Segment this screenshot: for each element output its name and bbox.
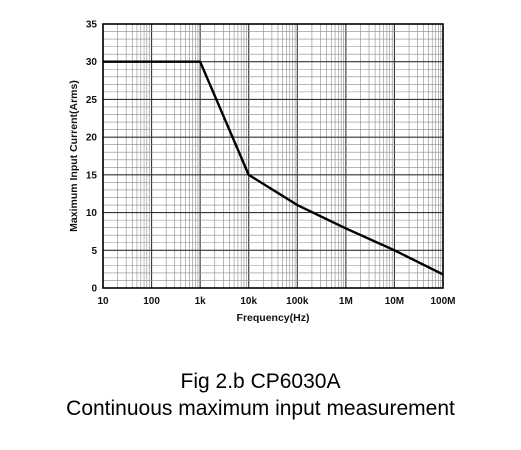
y-tick-label: 20: [86, 133, 98, 144]
y-axis-label: Maximum Input Current(Arms): [68, 80, 80, 232]
y-tick-label: 15: [86, 170, 98, 181]
x-tick-label: 10k: [240, 296, 257, 307]
plot-frame: [102, 23, 444, 289]
y-tick-label: 25: [86, 95, 98, 106]
y-tick-label: 10: [86, 208, 98, 219]
y-tick-label: 35: [86, 20, 98, 31]
x-axis-label: Frequency(Hz): [237, 312, 310, 324]
y-tick-labels: 0 5 10 15 20 25 30 35: [86, 20, 98, 295]
y-tick-label: 30: [86, 57, 98, 68]
chart: 10 100 1k 10k 100k 1M 10M 100M 0 5 10 15 20 25 30 35 F…: [68, 20, 456, 325]
x-tick-labels: 10 100 1k 10k 100k 1M 10M 100M: [97, 296, 455, 307]
x-tick-label: 100M: [430, 296, 455, 307]
y-tick-label: 5: [91, 246, 97, 257]
x-tick-label: 100k: [286, 296, 309, 307]
figure-caption-subtitle: Continuous maximum input measurement: [66, 397, 455, 420]
grid: [102, 23, 444, 289]
y-tick-label: 0: [91, 284, 97, 295]
series-line: [103, 60, 444, 276]
x-tick-label: 100: [143, 296, 160, 307]
figure-caption-title: Fig 2.b CP6030A: [180, 370, 341, 393]
x-tick-label: 10: [97, 296, 109, 307]
series-layer: [103, 60, 444, 276]
x-tick-label: 1M: [339, 296, 353, 307]
x-tick-label: 1k: [195, 296, 207, 307]
x-tick-label: 10M: [385, 296, 404, 307]
